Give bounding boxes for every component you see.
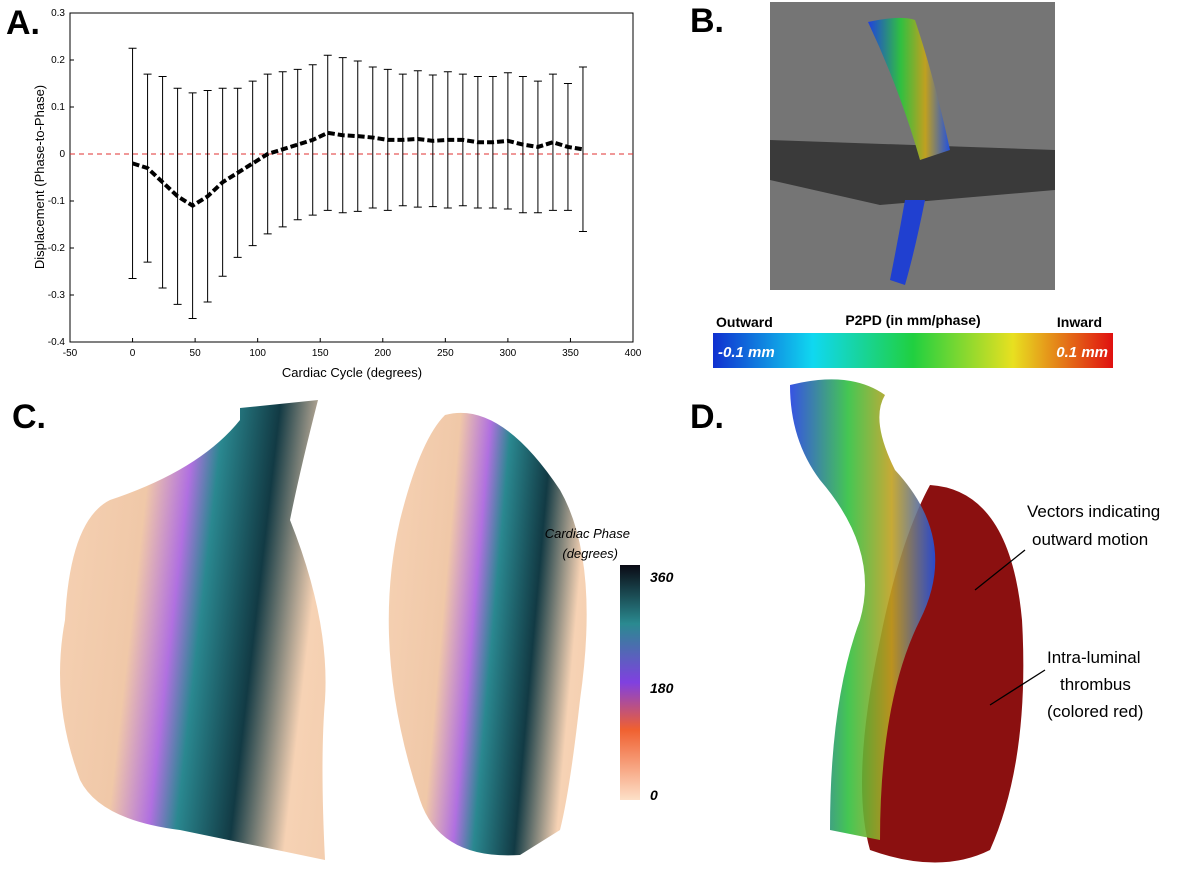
colorbar-tick: 360 [650, 569, 674, 585]
annotation: thrombus [1060, 675, 1131, 694]
y-axis-label: Displacement (Phase-to-Phase) [32, 85, 47, 269]
x-tick-label: 200 [374, 348, 391, 359]
colorbar-right-label: Inward [1057, 314, 1102, 330]
error-bar [248, 80, 257, 247]
colorbar [620, 565, 640, 800]
error-bar [548, 73, 557, 211]
annotation: outward motion [1032, 530, 1148, 549]
thrombus-render [790, 379, 1024, 863]
error-bar [293, 68, 302, 221]
y-tick-label: -0.2 [48, 243, 66, 254]
annotation-arrow [974, 549, 1026, 591]
error-bar [323, 54, 332, 211]
colorbar-left-label: Outward [716, 314, 773, 330]
panel-label: C. [12, 398, 46, 436]
x-tick-label: -50 [63, 348, 78, 359]
mean-line [131, 130, 584, 209]
annotation: (colored red) [1047, 702, 1143, 721]
chart: Cardiac Cycle (degrees) Displacement (Ph… [32, 8, 642, 380]
x-tick-label: 350 [562, 348, 579, 359]
x-tick-label: 300 [500, 348, 517, 359]
colorbar-tick: 0 [650, 787, 658, 803]
colorbar-tick: 180 [650, 680, 674, 696]
y-tick-label: 0.2 [51, 55, 65, 66]
y-tick-label: -0.3 [48, 290, 66, 301]
x-tick-label: 150 [312, 348, 329, 359]
x-tick-label: 400 [625, 348, 642, 359]
colorbar-min: -0.1 mm [718, 344, 775, 361]
y-tick-label: 0.3 [51, 8, 65, 19]
annotation: Vectors indicating [1027, 502, 1160, 521]
x-tick-label: 0 [130, 348, 136, 359]
y-tick-label: 0 [59, 149, 65, 160]
x-tick-label: 50 [190, 348, 202, 359]
y-tick-label: -0.1 [48, 196, 66, 207]
colorbar [713, 333, 1113, 368]
y-tick-label: -0.4 [48, 337, 66, 348]
x-axis-label: Cardiac Cycle (degrees) [282, 365, 422, 380]
annotation: Intra-luminal [1047, 648, 1141, 667]
panel-label: D. [690, 398, 724, 436]
ultrasound-image [770, 2, 1055, 290]
x-tick-label: 100 [249, 348, 266, 359]
vessel-render [60, 400, 587, 860]
colorbar-title: Cardiac Phase [545, 526, 630, 541]
error-bar [578, 66, 587, 233]
annotation-arrow [989, 669, 1046, 706]
x-tick-label: 250 [437, 348, 454, 359]
colorbar-title: P2PD (in mm/phase) [845, 312, 980, 328]
panel-label: A. [6, 4, 40, 42]
colorbar-title: (degrees) [562, 546, 618, 561]
y-tick-label: 0.1 [51, 102, 65, 113]
panel-label: B. [690, 2, 724, 40]
colorbar-max: 0.1 mm [1056, 344, 1108, 361]
plot-frame [69, 12, 634, 343]
